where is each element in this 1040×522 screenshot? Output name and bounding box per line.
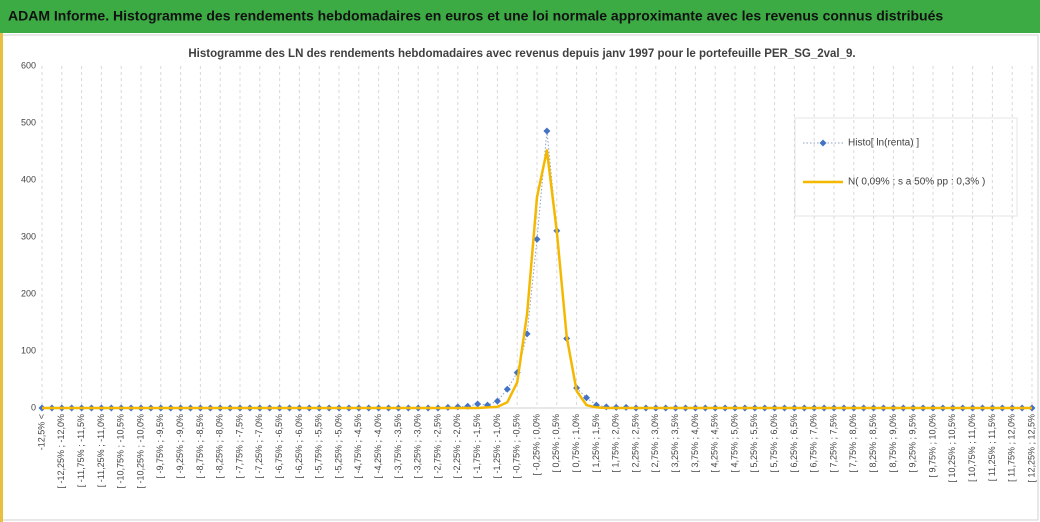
data-point — [583, 394, 590, 402]
legend-label: Histo[ ln(renta) ] — [848, 138, 919, 149]
x-tick-label: [ -0,75% ; -0,5% — [512, 414, 522, 479]
x-tick-label: [ -0,25% ; 0,0% — [531, 414, 541, 476]
x-tick-label: [ 8,75% ; 9,0% — [888, 414, 898, 473]
x-tick-label: [ -11,75% ; -11,5% — [76, 414, 86, 487]
chart-title: Histogramme des LN des rendements hebdom… — [188, 48, 855, 60]
x-tick-label: [ -1,75% ; -1,5% — [472, 414, 482, 479]
x-tick-label: [ 1,75% ; 2,0% — [611, 414, 621, 473]
x-tick-label: [ 2,25% ; 2,5% — [630, 414, 640, 473]
x-tick-label: [ 8,25% ; 8,5% — [868, 414, 878, 473]
x-tick-label: [ -10,25% ; -10,0% — [135, 414, 145, 489]
header-title: ADAM Informe. Histogramme des rendements… — [8, 8, 943, 24]
x-tick-label: [ 6,75% ; 7,0% — [809, 414, 819, 473]
x-tick-label: [ -3,25% ; -3,0% — [413, 414, 423, 479]
x-tick-label: [ -9,25% ; -9,0% — [175, 414, 185, 479]
x-tick-label: [ 0,25% ; 0,5% — [551, 414, 561, 473]
y-tick-label: 300 — [21, 231, 36, 241]
x-tick-label: [ 9,75% ; 10,0% — [927, 414, 937, 478]
x-tick-label: [ -8,75% ; -8,5% — [195, 414, 205, 479]
data-point — [474, 400, 482, 408]
left-edge — [0, 33, 3, 522]
y-tick-label: 100 — [21, 345, 36, 355]
x-tick-label: [ 3,25% ; 3,5% — [670, 414, 680, 473]
x-tick-label: [ 5,75% ; 6,0% — [769, 414, 779, 473]
x-tick-label: [ 1,25% ; 1,5% — [591, 414, 601, 473]
x-tick-label: [ 12,25% ; 12,5% — [1026, 414, 1036, 483]
x-tick-label: [ -9,75% ; -9,5% — [155, 414, 165, 479]
x-tick-label: [ -7,25% ; -7,0% — [254, 414, 264, 479]
data-point — [503, 385, 511, 393]
legend-label: N( 0,09% ; s a 50% pp : 0,3% ) — [848, 177, 985, 188]
x-tick-label: [ 6,25% ; 6,5% — [789, 414, 799, 473]
x-tick-label: [ -2,75% ; -2,5% — [432, 414, 442, 479]
x-tick-label: [ 3,75% ; 4,0% — [690, 414, 700, 473]
x-tick-label: [ -2,25% ; -2,0% — [452, 414, 462, 479]
data-point — [533, 235, 541, 243]
x-tick-label: [ -8,25% ; -8,0% — [215, 414, 225, 479]
x-tick-label: [ -12,25% ; -12,0% — [56, 414, 66, 489]
x-tick-label: -12,5% < — [36, 414, 46, 450]
x-tick-label: [ -7,75% ; -7,5% — [234, 414, 244, 479]
x-tick-label: [ 10,25% ; 10,5% — [947, 414, 957, 483]
x-tick-label: [ 0,75% ; 1,0% — [571, 414, 581, 473]
data-point — [493, 397, 501, 405]
x-tick-label: [ 9,25% ; 9,5% — [908, 414, 918, 473]
y-tick-label: 600 — [21, 60, 36, 70]
x-tick-label: [ 4,25% ; 4,5% — [710, 414, 720, 473]
y-tick-label: 500 — [21, 117, 36, 127]
x-tick-label: [ -5,75% ; -5,5% — [314, 414, 324, 479]
x-tick-label: [ 4,75% ; 5,0% — [729, 414, 739, 473]
x-tick-label: [ -4,75% ; -4,5% — [353, 414, 363, 479]
y-tick-label: 200 — [21, 288, 36, 298]
x-tick-label: [ -11,25% ; -11,0% — [96, 414, 106, 487]
y-tick-label: 400 — [21, 174, 36, 184]
y-tick-label: 0 — [31, 402, 36, 412]
x-tick-label: [ -10,75% ; -10,5% — [116, 414, 126, 489]
x-tick-label: [ -6,75% ; -6,5% — [274, 414, 284, 479]
data-point — [543, 127, 551, 135]
x-tick-label: [ 5,25% ; 5,5% — [749, 414, 759, 473]
x-tick-label: [ 7,75% ; 8,0% — [848, 414, 858, 473]
x-tick-label: [ 10,75% ; 11,0% — [967, 414, 977, 482]
x-tick-label: [ -4,25% ; -4,0% — [373, 414, 383, 479]
series-line — [42, 149, 1032, 410]
x-tick-label: [ 2,75% ; 3,0% — [650, 414, 660, 473]
x-tick-label: [ 11,75% ; 12,0% — [1007, 414, 1017, 482]
x-tick-label: [ 11,25% ; 11,5% — [987, 414, 997, 481]
x-tick-label: [ -1,25% ; -1,0% — [492, 414, 502, 479]
header-bar — [0, 0, 1040, 33]
x-tick-label: [ -3,75% ; -3,5% — [393, 414, 403, 479]
x-tick-label: [ -6,25% ; -6,0% — [294, 414, 304, 479]
x-tick-label: [ 7,25% ; 7,5% — [828, 414, 838, 473]
legend — [794, 117, 1018, 217]
legend-marker — [819, 139, 827, 147]
x-tick-label: [ -5,25% ; -5,0% — [333, 414, 343, 479]
